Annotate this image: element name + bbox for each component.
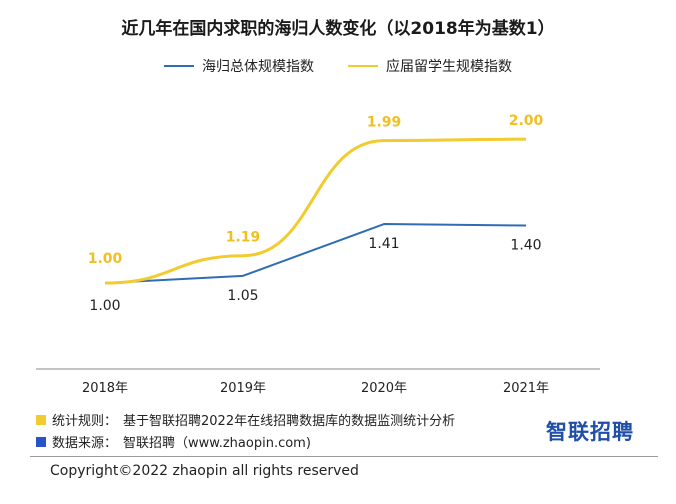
series-line-overall [104, 223, 527, 285]
legend-item-overall: 海归总体规模指数 [164, 56, 314, 76]
note-square-yellow-icon [36, 414, 46, 425]
footer-divider [30, 456, 658, 457]
legend-item-graduates: 应届留学生规模指数 [348, 56, 512, 76]
series-line-graduates [104, 137, 527, 285]
x-tick-label: 2021年 [503, 381, 549, 396]
x-tick-label: 2018年 [82, 381, 128, 396]
note-rule-text: 基于智联招聘2022年在线招聘数据库的数据监测统计分析 [123, 414, 456, 429]
note-source-label: 数据来源： [52, 436, 118, 451]
note-data-source: 数据来源： 智联招聘（www.zhaopin.com) [36, 432, 311, 451]
note-square-blue-icon [36, 436, 46, 447]
note-source-text: 智联招聘（www.zhaopin.com) [123, 436, 311, 451]
note-rule-label: 统计规则： [52, 414, 118, 429]
chart-title: 近几年在国内求职的海归人数变化（以2018年为基数1） [121, 19, 555, 39]
copyright-text: Copyright©2022 zhaopin all rights reserv… [50, 463, 359, 479]
chart-legend: 海归总体规模指数 应届留学生规模指数 [0, 56, 676, 76]
data-label-overall: 1.00 [89, 298, 120, 314]
data-label-graduates: 1.19 [226, 230, 261, 246]
data-label-graduates: 1.99 [367, 115, 402, 131]
legend-label-overall: 海归总体规模指数 [202, 59, 314, 75]
data-label-overall: 1.41 [368, 236, 399, 252]
data-label-overall: 1.05 [227, 288, 258, 304]
legend-swatch-graduates [348, 65, 378, 67]
chart-plot: 2018年 2019年 2020年 2021年 1.00 1.05 1.41 1.40 1.00… [36, 113, 600, 396]
x-tick-label: 2020年 [361, 381, 407, 396]
zhaopin-logo: 智联招聘 [546, 420, 634, 444]
x-tick-label: 2019年 [220, 381, 266, 396]
data-label-graduates: 2.00 [509, 113, 544, 129]
legend-label-graduates: 应届留学生规模指数 [386, 59, 512, 75]
data-label-overall: 1.40 [510, 238, 541, 254]
note-statistics-rule: 统计规则： 基于智联招聘2022年在线招聘数据库的数据监测统计分析 [36, 410, 455, 429]
legend-swatch-overall [164, 65, 194, 67]
data-label-graduates: 1.00 [88, 251, 123, 267]
